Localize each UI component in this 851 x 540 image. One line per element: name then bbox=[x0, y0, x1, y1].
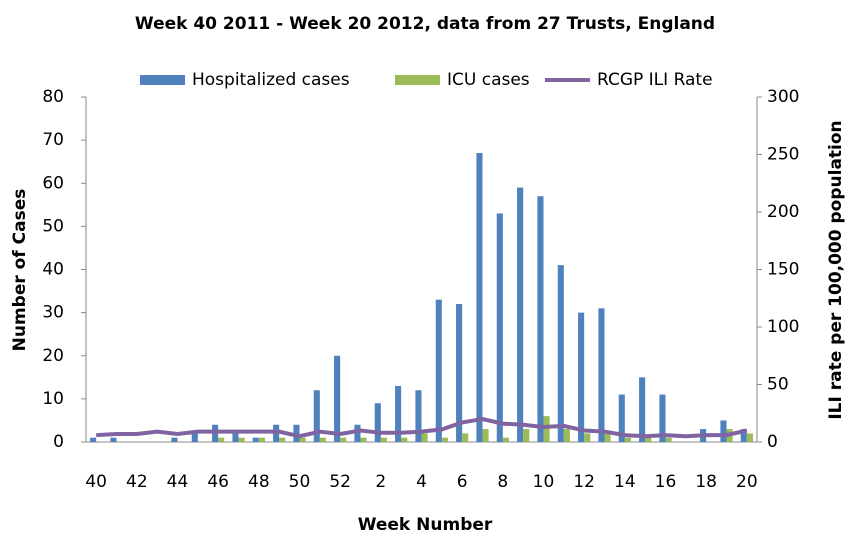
y2-tick-label: 200 bbox=[767, 202, 799, 222]
bar bbox=[110, 437, 117, 442]
bar bbox=[90, 437, 97, 442]
bar bbox=[543, 416, 550, 442]
x-tick-label: 40 bbox=[85, 472, 107, 492]
y2-tick-label: 0 bbox=[767, 432, 778, 452]
bar bbox=[496, 213, 503, 442]
bar bbox=[665, 437, 672, 442]
bar bbox=[523, 429, 530, 442]
bar bbox=[279, 437, 286, 442]
bar bbox=[584, 433, 591, 442]
bar bbox=[441, 437, 448, 442]
bar bbox=[171, 437, 178, 442]
x-tick-label: 52 bbox=[329, 472, 351, 492]
bar bbox=[659, 394, 666, 442]
legend-label: Hospitalized cases bbox=[192, 70, 350, 90]
x-tick-label: 46 bbox=[207, 472, 229, 492]
bar bbox=[482, 429, 489, 442]
x-tick-label: 12 bbox=[573, 472, 595, 492]
bar bbox=[557, 265, 564, 442]
x-tick-label: 50 bbox=[289, 472, 311, 492]
x-axis-label: Week Number bbox=[358, 515, 493, 535]
bar bbox=[618, 394, 625, 442]
x-tick-label: 20 bbox=[736, 472, 758, 492]
legend-label: RCGP ILI Rate bbox=[597, 70, 713, 90]
y-tick-label: 60 bbox=[42, 173, 64, 193]
bar bbox=[502, 437, 509, 442]
y-tick-label: 0 bbox=[53, 432, 64, 452]
bar bbox=[740, 429, 747, 442]
bar bbox=[624, 437, 631, 442]
y-tick-label: 50 bbox=[42, 216, 64, 236]
legend-label: ICU cases bbox=[447, 70, 530, 90]
x-tick-label: 2 bbox=[375, 472, 386, 492]
bar bbox=[537, 196, 544, 442]
x-tick-label: 42 bbox=[126, 472, 148, 492]
x-tick-label: 14 bbox=[614, 472, 636, 492]
bar bbox=[604, 433, 611, 442]
y2-axis-label: ILI rate per 100,000 population bbox=[826, 120, 846, 419]
bar bbox=[218, 437, 225, 442]
bar bbox=[313, 390, 320, 442]
x-tick-label: 6 bbox=[457, 472, 468, 492]
x-tick-label: 48 bbox=[248, 472, 270, 492]
bar bbox=[293, 424, 300, 442]
y-tick-label: 80 bbox=[42, 87, 64, 107]
bar bbox=[421, 433, 428, 442]
x-tick-label: 44 bbox=[167, 472, 189, 492]
bar bbox=[340, 437, 347, 442]
bar bbox=[380, 437, 387, 442]
bar bbox=[252, 437, 259, 442]
bar bbox=[639, 377, 646, 442]
y-tick-label: 10 bbox=[42, 389, 64, 409]
bar bbox=[563, 429, 570, 442]
bar bbox=[238, 437, 245, 442]
bar bbox=[435, 299, 442, 442]
x-tick-label: 16 bbox=[655, 472, 677, 492]
bar bbox=[746, 433, 753, 442]
y-tick-label: 30 bbox=[42, 303, 64, 323]
x-tick-label: 4 bbox=[416, 472, 427, 492]
bar bbox=[645, 437, 652, 442]
bar bbox=[258, 437, 265, 442]
bar bbox=[319, 437, 326, 442]
y2-tick-label: 50 bbox=[767, 375, 789, 395]
y2-tick-label: 100 bbox=[767, 317, 799, 337]
bar bbox=[517, 187, 524, 442]
bar bbox=[232, 433, 239, 442]
bar bbox=[415, 390, 422, 442]
y-tick-label: 20 bbox=[42, 346, 64, 366]
bar bbox=[462, 433, 469, 442]
bar bbox=[578, 312, 585, 442]
y2-tick-label: 250 bbox=[767, 145, 799, 165]
y-tick-label: 70 bbox=[42, 130, 64, 150]
x-tick-label: 18 bbox=[695, 472, 717, 492]
bar bbox=[334, 355, 341, 442]
bar bbox=[456, 304, 463, 442]
line bbox=[96, 416, 748, 439]
bar bbox=[360, 437, 367, 442]
y2-tick-label: 150 bbox=[767, 260, 799, 280]
bar bbox=[191, 433, 198, 442]
bar bbox=[598, 308, 605, 442]
x-tick-label: 10 bbox=[533, 472, 555, 492]
legend-swatch bbox=[140, 75, 185, 85]
chart-title: Week 40 2011 - Week 20 2012, data from 2… bbox=[135, 14, 715, 34]
bar bbox=[395, 385, 402, 442]
legend-swatch bbox=[395, 75, 440, 85]
x-tick-label: 8 bbox=[497, 472, 508, 492]
bar bbox=[354, 424, 361, 442]
bar bbox=[401, 437, 408, 442]
bar bbox=[299, 437, 306, 442]
y-tick-label: 40 bbox=[42, 260, 64, 280]
bar bbox=[374, 403, 381, 442]
bar bbox=[476, 153, 483, 442]
bar bbox=[720, 420, 727, 442]
y2-tick-label: 300 bbox=[767, 87, 799, 107]
y-axis-label: Number of Cases bbox=[10, 189, 30, 352]
